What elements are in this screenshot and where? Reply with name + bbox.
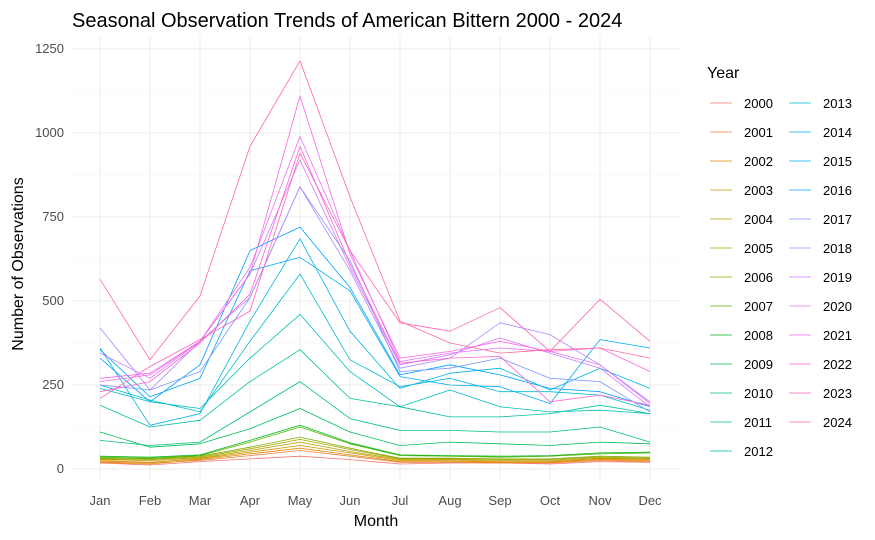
series-line-2012 bbox=[99, 313, 651, 414]
x-tick-label: Apr bbox=[240, 493, 261, 508]
legend-label-2001: 2001 bbox=[744, 125, 773, 140]
y-tick-label: 250 bbox=[42, 377, 64, 392]
series-line-2019 bbox=[99, 159, 651, 408]
legend-label-2007: 2007 bbox=[744, 299, 773, 314]
y-axis-title: Number of Observations bbox=[10, 177, 27, 350]
chart-title: Seasonal Observation Trends of American … bbox=[72, 10, 622, 32]
series-line-2005 bbox=[99, 438, 651, 461]
x-tick-label: Jun bbox=[340, 493, 361, 508]
legend-label-2015: 2015 bbox=[823, 154, 852, 169]
series-line-2017 bbox=[99, 186, 651, 413]
legend-label-2017: 2017 bbox=[823, 212, 852, 227]
y-tick-label: 1000 bbox=[35, 125, 64, 140]
legend-label-2016: 2016 bbox=[823, 183, 852, 198]
series-line-2002 bbox=[99, 447, 651, 465]
x-axis-ticks: Jan Feb Mar Apr May Jun Jul Aug Sep Oct Nov Dec bbox=[90, 493, 663, 508]
legend-label-2024: 2024 bbox=[823, 415, 852, 430]
series-line-2014 bbox=[99, 238, 651, 426]
legend-label-2021: 2021 bbox=[823, 328, 852, 343]
legend-label-2023: 2023 bbox=[823, 386, 852, 401]
legend-label-2009: 2009 bbox=[744, 357, 773, 372]
x-tick-label: May bbox=[288, 493, 313, 508]
series-lines bbox=[99, 60, 651, 466]
series-line-2000 bbox=[99, 455, 651, 466]
x-tick-label: Jul bbox=[392, 493, 409, 508]
y-tick-label: 0 bbox=[57, 461, 64, 476]
series-line-2009 bbox=[99, 408, 651, 448]
legend-label-2008: 2008 bbox=[744, 328, 773, 343]
legend-label-2002: 2002 bbox=[744, 154, 773, 169]
series-line-2024 bbox=[99, 60, 651, 361]
series-line-2004 bbox=[99, 441, 651, 462]
series-line-2015 bbox=[99, 256, 651, 404]
x-axis-title: Month bbox=[354, 513, 398, 530]
legend-label-2004: 2004 bbox=[744, 212, 773, 227]
legend-label-2012: 2012 bbox=[744, 444, 773, 459]
series-line-2021 bbox=[99, 95, 651, 382]
legend-label-2005: 2005 bbox=[744, 241, 773, 256]
legend-label-2014: 2014 bbox=[823, 125, 852, 140]
series-line-2011 bbox=[99, 349, 651, 428]
x-tick-label: Mar bbox=[189, 493, 212, 508]
series-line-2018 bbox=[99, 186, 651, 403]
series-line-2016 bbox=[99, 226, 651, 408]
x-tick-label: Aug bbox=[438, 493, 461, 508]
legend-label-2020: 2020 bbox=[823, 299, 852, 314]
x-tick-label: Sep bbox=[488, 493, 511, 508]
x-tick-label: Feb bbox=[139, 493, 161, 508]
legend-label-2022: 2022 bbox=[823, 357, 852, 372]
legend-label-2013: 2013 bbox=[823, 96, 852, 111]
legend-label-2000: 2000 bbox=[744, 96, 773, 111]
y-tick-label: 750 bbox=[42, 209, 64, 224]
x-tick-label: Jan bbox=[90, 493, 111, 508]
x-tick-label: Dec bbox=[638, 493, 662, 508]
series-line-2001 bbox=[99, 450, 651, 464]
y-tick-label: 500 bbox=[42, 293, 64, 308]
legend-label-2019: 2019 bbox=[823, 270, 852, 285]
series-line-2020 bbox=[99, 135, 651, 404]
series-line-2003 bbox=[99, 445, 651, 463]
legend-label-2011: 2011 bbox=[744, 415, 772, 430]
x-tick-label: Nov bbox=[588, 493, 612, 508]
legend-label-2003: 2003 bbox=[744, 183, 773, 198]
legend-label-2010: 2010 bbox=[744, 386, 773, 401]
series-line-2023 bbox=[99, 152, 651, 399]
series-line-2007 bbox=[99, 426, 651, 459]
y-axis-ticks: 0 250 500 750 1000 1250 bbox=[35, 41, 64, 476]
legend-label-2006: 2006 bbox=[744, 270, 773, 285]
legend-label-2018: 2018 bbox=[823, 241, 852, 256]
x-tick-label: Oct bbox=[540, 493, 561, 508]
series-line-2022 bbox=[99, 145, 651, 406]
grid bbox=[72, 36, 680, 480]
series-line-2006 bbox=[99, 436, 651, 460]
legend-title: Year bbox=[707, 65, 740, 82]
legend: 2000 2001 2002 2003 2004 2005 2006 2007 2008 2009… bbox=[710, 96, 852, 459]
y-tick-label: 1250 bbox=[35, 41, 64, 56]
series-line-2010 bbox=[99, 381, 651, 446]
series-line-2008 bbox=[99, 424, 651, 458]
